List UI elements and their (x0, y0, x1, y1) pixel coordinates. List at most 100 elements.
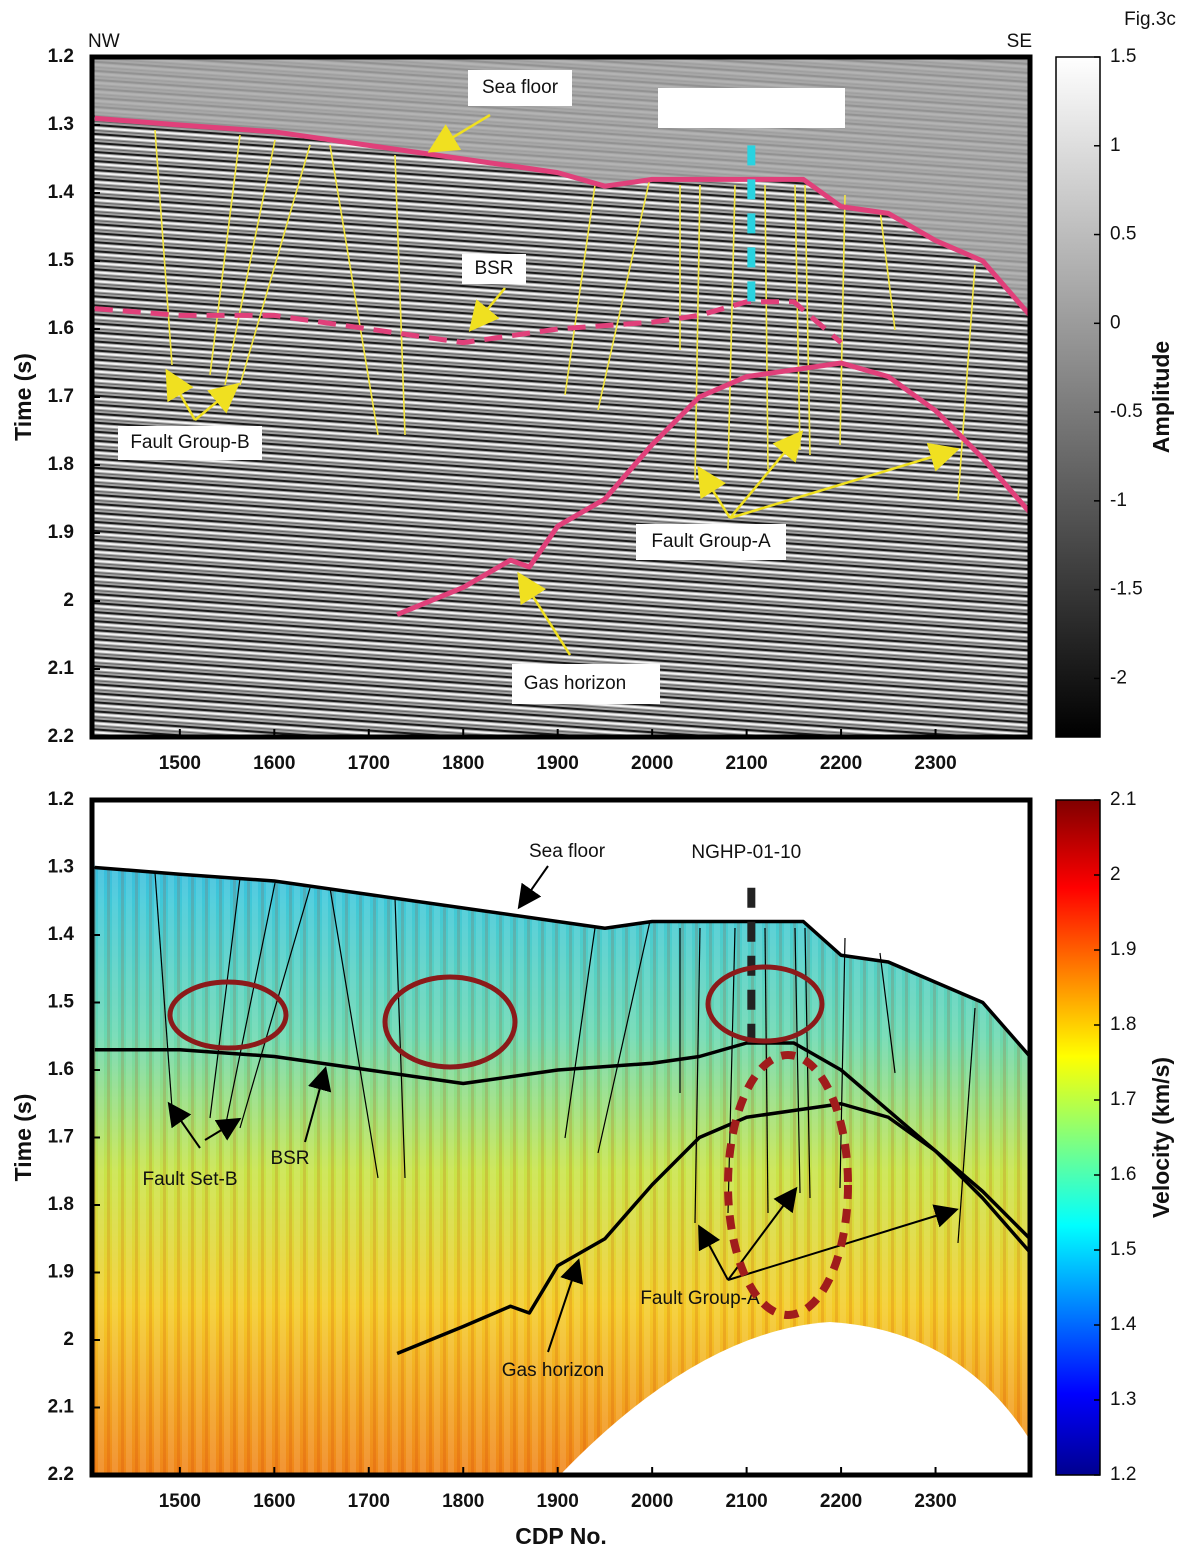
annotations: Sea floor BSR Fault Group-B Fault Group-… (118, 70, 960, 1381)
fault (839, 194, 846, 446)
colorbar-tick-label: 1.2 (1110, 1464, 1136, 1485)
x-tick-label: 2200 (820, 1491, 862, 1512)
colorbar-tick-label: 0 (1110, 312, 1121, 333)
y-tick-label: 2 (63, 1329, 74, 1350)
horizon-line (94, 1041, 1032, 1240)
fault (957, 264, 976, 501)
x-tick-label: 2000 (631, 753, 673, 774)
annotation: Gas horizon (502, 1360, 604, 1381)
fault (597, 920, 651, 1154)
y-tick-label: 2.1 (48, 658, 75, 679)
x-tick-label: 1700 (348, 1491, 390, 1512)
colorbar (1055, 799, 1101, 1476)
figure-label: Fig.3c (1124, 9, 1176, 30)
y-tick-label: 1.3 (48, 857, 74, 878)
y-tick-label: 1.3 (48, 114, 74, 135)
horizon-line (94, 115, 1032, 318)
y-tick-label: 1.4 (48, 182, 75, 203)
y-tick-label: 1.9 (48, 522, 74, 543)
x-tick-label: 1700 (348, 753, 390, 774)
fault (239, 144, 311, 386)
x-tick-label: 2100 (725, 1491, 767, 1512)
fault (804, 184, 811, 456)
annotation: Sea floor (482, 77, 559, 98)
y-tick-label: 1.6 (48, 318, 74, 339)
fault (239, 887, 311, 1129)
fault (224, 882, 276, 1129)
horizon-line (396, 1102, 1032, 1356)
colorbar (1055, 56, 1101, 738)
y-tick-label: 1.8 (48, 1194, 74, 1215)
y-tick-label: 1.8 (48, 454, 74, 475)
y-tick-label: 2.2 (48, 1464, 74, 1485)
colorbar-tick-label: 0.5 (1110, 224, 1136, 245)
colorbar-tick-label: -1 (1110, 490, 1127, 511)
x-tick-label: 1600 (253, 753, 295, 774)
colorbar-tick-label: 1 (1110, 135, 1121, 156)
fault (564, 184, 596, 396)
fault (764, 927, 769, 1214)
x-tick-label: 1500 (159, 1491, 201, 1512)
y-tick-label: 1.2 (48, 789, 74, 810)
horizon-line (94, 865, 1032, 1058)
annotation: Fault Group-A (640, 1288, 760, 1309)
annotation: Gas horizon (524, 673, 626, 694)
well-label: NGHP-01-10 (691, 842, 801, 863)
horizon-line (396, 360, 1032, 617)
x-tick-label: 2300 (914, 753, 956, 774)
y-tick-label: 1.5 (48, 250, 75, 271)
fault (879, 209, 896, 331)
x-tick-label: 2200 (820, 753, 862, 774)
x-tick-label: 2000 (631, 1491, 673, 1512)
annotation: Sea floor (529, 841, 606, 862)
fault (394, 897, 406, 1179)
colorbar-tick-label: -2 (1110, 667, 1127, 688)
colorbar-tick-label: 1.4 (1110, 1314, 1137, 1335)
fault (329, 887, 379, 1179)
fault (694, 184, 701, 481)
fault (764, 184, 769, 471)
fault (839, 937, 846, 1189)
x-tick-label: 1800 (442, 753, 484, 774)
fault (957, 1007, 976, 1244)
x-tick-label: 1900 (537, 1491, 579, 1512)
fault (727, 184, 736, 471)
direction-label: NW (88, 31, 120, 52)
fault (694, 927, 701, 1224)
fault (597, 177, 651, 411)
colorbar-tick-label: 1.6 (1110, 1164, 1136, 1185)
y-tick-label: 1.9 (48, 1262, 74, 1283)
y-tick-label: 1.6 (48, 1059, 74, 1080)
annotation: Fault Group-B (130, 432, 249, 453)
colorbar-label: Velocity (km/s) (1148, 1057, 1174, 1218)
fault (394, 154, 406, 436)
y-tick-label: 1.5 (48, 992, 75, 1013)
x-tick-label: 2300 (914, 1491, 956, 1512)
colorbar-tick-label: 2 (1110, 864, 1121, 885)
colorbar-tick-label: 1.5 (1110, 1239, 1136, 1260)
colorbar-tick-label: -0.5 (1110, 401, 1143, 422)
y-axis-label: Time (s) (10, 353, 36, 441)
no-data-dome (560, 1322, 1030, 1475)
fault (564, 927, 596, 1139)
y-tick-label: 1.4 (48, 924, 75, 945)
horizon-line (94, 299, 843, 346)
colorbar-tick-label: 1.5 (1110, 46, 1136, 67)
annotation: Fault Set-B (142, 1169, 237, 1190)
y-tick-label: 1.2 (48, 46, 74, 67)
y-tick-label: 2.1 (48, 1397, 75, 1418)
colorbar-tick-label: 1.8 (1110, 1014, 1136, 1035)
x-tick-label: 1600 (253, 1491, 295, 1512)
data-layer: NGHP-01-10150016001700180019002000210022… (10, 31, 1174, 1549)
fault (329, 144, 379, 436)
annotation: Fault Group-A (651, 531, 771, 552)
x-tick-label: 1800 (442, 1491, 484, 1512)
fault (209, 134, 241, 376)
fault (154, 872, 173, 1109)
y-tick-label: 1.7 (48, 1127, 74, 1148)
fault (879, 952, 896, 1074)
fault (209, 877, 241, 1119)
colorbar-tick-label: 2.1 (1110, 789, 1136, 810)
x-axis-label: CDP No. (515, 1523, 607, 1549)
